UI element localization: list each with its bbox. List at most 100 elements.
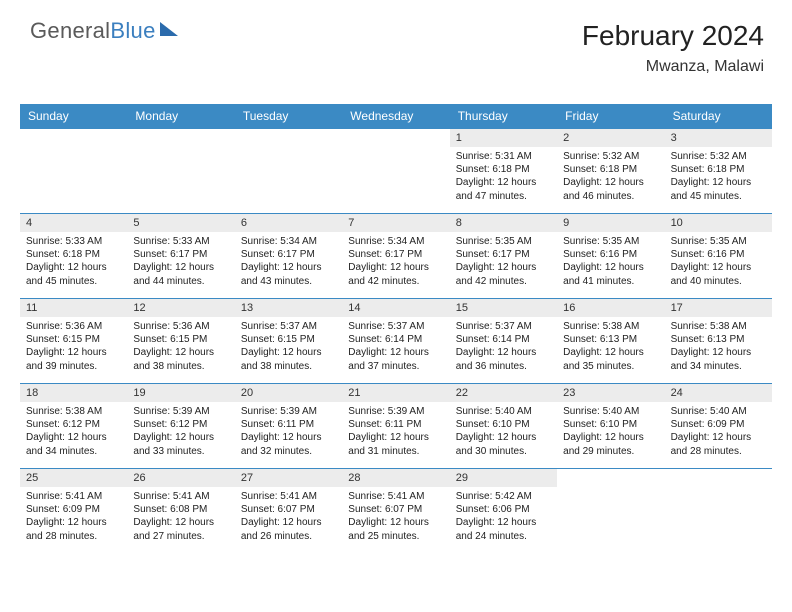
calendar-cell: 22Sunrise: 5:40 AMSunset: 6:10 PMDayligh… xyxy=(450,384,557,468)
weekday-header-row: Sunday Monday Tuesday Wednesday Thursday… xyxy=(20,104,772,128)
calendar-cell: 15Sunrise: 5:37 AMSunset: 6:14 PMDayligh… xyxy=(450,299,557,383)
calendar-cell-empty xyxy=(235,129,342,213)
calendar-cell-empty xyxy=(20,129,127,213)
day-number: 9 xyxy=(557,214,664,232)
day-detail-line: Daylight: 12 hours xyxy=(26,346,121,359)
day-detail-line: Sunset: 6:15 PM xyxy=(133,333,228,346)
day-detail-line: Sunrise: 5:34 AM xyxy=(348,235,443,248)
page-title: February 2024 xyxy=(582,20,764,52)
day-body: Sunrise: 5:32 AMSunset: 6:18 PMDaylight:… xyxy=(557,147,664,209)
day-detail-line: Sunset: 6:11 PM xyxy=(348,418,443,431)
day-detail-line: Sunrise: 5:38 AM xyxy=(563,320,658,333)
day-detail-line: Sunset: 6:16 PM xyxy=(671,248,766,261)
calendar-cell: 8Sunrise: 5:35 AMSunset: 6:17 PMDaylight… xyxy=(450,214,557,298)
calendar-cell-empty xyxy=(342,129,449,213)
day-number: 6 xyxy=(235,214,342,232)
day-detail-line: Daylight: 12 hours xyxy=(348,346,443,359)
day-detail-line: Sunset: 6:15 PM xyxy=(26,333,121,346)
day-detail-line: and 32 minutes. xyxy=(241,445,336,458)
day-body: Sunrise: 5:34 AMSunset: 6:17 PMDaylight:… xyxy=(235,232,342,294)
calendar-week: 25Sunrise: 5:41 AMSunset: 6:09 PMDayligh… xyxy=(20,468,772,553)
day-detail-line: Sunset: 6:10 PM xyxy=(456,418,551,431)
calendar-week: 18Sunrise: 5:38 AMSunset: 6:12 PMDayligh… xyxy=(20,383,772,468)
day-body: Sunrise: 5:33 AMSunset: 6:18 PMDaylight:… xyxy=(20,232,127,294)
calendar-cell: 7Sunrise: 5:34 AMSunset: 6:17 PMDaylight… xyxy=(342,214,449,298)
day-detail-line: Daylight: 12 hours xyxy=(26,431,121,444)
day-detail-line: Sunset: 6:15 PM xyxy=(241,333,336,346)
day-body: Sunrise: 5:35 AMSunset: 6:17 PMDaylight:… xyxy=(450,232,557,294)
day-body: Sunrise: 5:37 AMSunset: 6:14 PMDaylight:… xyxy=(450,317,557,379)
day-body: Sunrise: 5:41 AMSunset: 6:07 PMDaylight:… xyxy=(235,487,342,549)
day-detail-line: Daylight: 12 hours xyxy=(348,516,443,529)
day-detail-line: Sunrise: 5:32 AM xyxy=(671,150,766,163)
calendar-cell: 12Sunrise: 5:36 AMSunset: 6:15 PMDayligh… xyxy=(127,299,234,383)
day-number: 11 xyxy=(20,299,127,317)
day-detail-line: Sunrise: 5:34 AM xyxy=(241,235,336,248)
calendar-cell: 10Sunrise: 5:35 AMSunset: 6:16 PMDayligh… xyxy=(665,214,772,298)
day-detail-line: Sunset: 6:09 PM xyxy=(26,503,121,516)
day-number: 16 xyxy=(557,299,664,317)
day-number: 21 xyxy=(342,384,449,402)
calendar-cell: 3Sunrise: 5:32 AMSunset: 6:18 PMDaylight… xyxy=(665,129,772,213)
day-detail-line: Daylight: 12 hours xyxy=(563,261,658,274)
day-detail-line: Sunset: 6:18 PM xyxy=(671,163,766,176)
calendar-cell: 24Sunrise: 5:40 AMSunset: 6:09 PMDayligh… xyxy=(665,384,772,468)
day-detail-line: Sunrise: 5:39 AM xyxy=(348,405,443,418)
calendar-cell: 20Sunrise: 5:39 AMSunset: 6:11 PMDayligh… xyxy=(235,384,342,468)
day-number: 4 xyxy=(20,214,127,232)
day-number: 18 xyxy=(20,384,127,402)
day-body: Sunrise: 5:40 AMSunset: 6:10 PMDaylight:… xyxy=(450,402,557,464)
day-detail-line: Sunset: 6:12 PM xyxy=(133,418,228,431)
day-detail-line: Daylight: 12 hours xyxy=(456,346,551,359)
day-number: 29 xyxy=(450,469,557,487)
day-body: Sunrise: 5:36 AMSunset: 6:15 PMDaylight:… xyxy=(20,317,127,379)
weekday-header: Wednesday xyxy=(342,104,449,128)
calendar-page: General Blue February 2024 Mwanza, Malaw… xyxy=(0,0,792,36)
day-number: 19 xyxy=(127,384,234,402)
calendar-cell: 25Sunrise: 5:41 AMSunset: 6:09 PMDayligh… xyxy=(20,469,127,553)
day-detail-line: Daylight: 12 hours xyxy=(671,261,766,274)
day-detail-line: and 38 minutes. xyxy=(133,360,228,373)
calendar-cell: 14Sunrise: 5:37 AMSunset: 6:14 PMDayligh… xyxy=(342,299,449,383)
day-number: 15 xyxy=(450,299,557,317)
day-number: 20 xyxy=(235,384,342,402)
calendar-cell: 19Sunrise: 5:39 AMSunset: 6:12 PMDayligh… xyxy=(127,384,234,468)
calendar-cell-empty xyxy=(127,129,234,213)
day-detail-line: and 39 minutes. xyxy=(26,360,121,373)
day-detail-line: Daylight: 12 hours xyxy=(26,516,121,529)
day-detail-line: Sunset: 6:17 PM xyxy=(133,248,228,261)
day-detail-line: Sunrise: 5:42 AM xyxy=(456,490,551,503)
day-detail-line: and 36 minutes. xyxy=(456,360,551,373)
day-number: 25 xyxy=(20,469,127,487)
day-detail-line: Daylight: 12 hours xyxy=(456,176,551,189)
day-detail-line: Sunset: 6:14 PM xyxy=(348,333,443,346)
calendar-cell: 1Sunrise: 5:31 AMSunset: 6:18 PMDaylight… xyxy=(450,129,557,213)
day-detail-line: Sunset: 6:14 PM xyxy=(456,333,551,346)
day-detail-line: and 24 minutes. xyxy=(456,530,551,543)
day-body: Sunrise: 5:39 AMSunset: 6:11 PMDaylight:… xyxy=(342,402,449,464)
logo-word-1: General xyxy=(30,18,110,44)
day-detail-line: and 41 minutes. xyxy=(563,275,658,288)
day-number: 1 xyxy=(450,129,557,147)
day-detail-line: and 46 minutes. xyxy=(563,190,658,203)
day-number: 17 xyxy=(665,299,772,317)
day-body: Sunrise: 5:35 AMSunset: 6:16 PMDaylight:… xyxy=(665,232,772,294)
calendar-cell: 16Sunrise: 5:38 AMSunset: 6:13 PMDayligh… xyxy=(557,299,664,383)
day-detail-line: and 42 minutes. xyxy=(456,275,551,288)
day-detail-line: Sunrise: 5:37 AM xyxy=(456,320,551,333)
day-body: Sunrise: 5:39 AMSunset: 6:12 PMDaylight:… xyxy=(127,402,234,464)
weekday-header: Thursday xyxy=(450,104,557,128)
day-body: Sunrise: 5:37 AMSunset: 6:14 PMDaylight:… xyxy=(342,317,449,379)
calendar: Sunday Monday Tuesday Wednesday Thursday… xyxy=(20,104,772,553)
day-number: 22 xyxy=(450,384,557,402)
day-body: Sunrise: 5:42 AMSunset: 6:06 PMDaylight:… xyxy=(450,487,557,549)
day-body: Sunrise: 5:37 AMSunset: 6:15 PMDaylight:… xyxy=(235,317,342,379)
calendar-cell: 28Sunrise: 5:41 AMSunset: 6:07 PMDayligh… xyxy=(342,469,449,553)
day-body: Sunrise: 5:35 AMSunset: 6:16 PMDaylight:… xyxy=(557,232,664,294)
day-detail-line: and 26 minutes. xyxy=(241,530,336,543)
day-body: Sunrise: 5:31 AMSunset: 6:18 PMDaylight:… xyxy=(450,147,557,209)
day-detail-line: and 33 minutes. xyxy=(133,445,228,458)
day-body: Sunrise: 5:33 AMSunset: 6:17 PMDaylight:… xyxy=(127,232,234,294)
day-body: Sunrise: 5:40 AMSunset: 6:10 PMDaylight:… xyxy=(557,402,664,464)
day-number: 13 xyxy=(235,299,342,317)
